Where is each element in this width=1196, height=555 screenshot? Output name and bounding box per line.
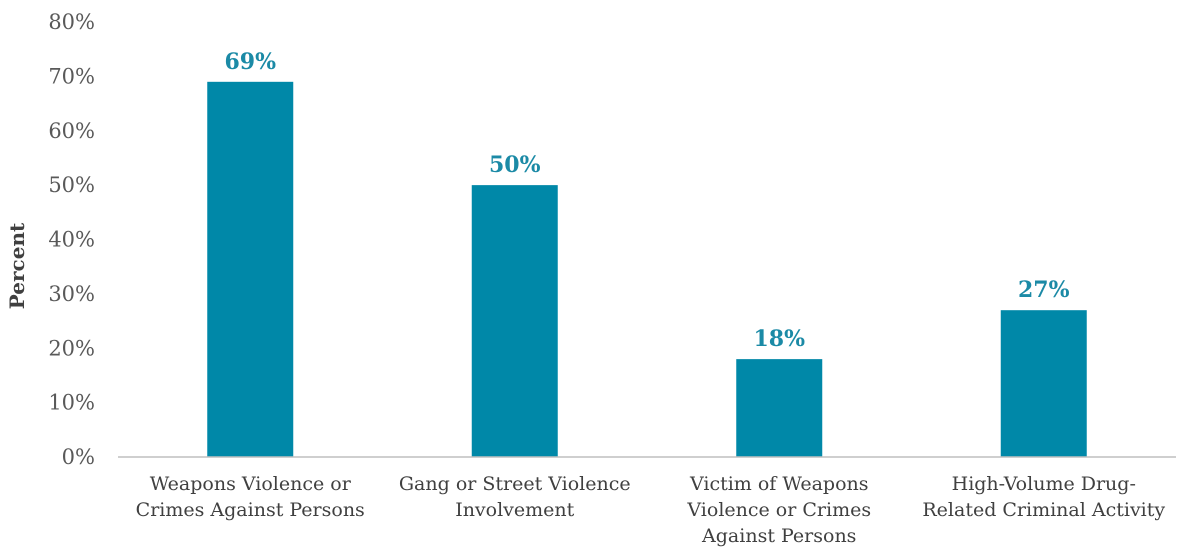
category-labels: Weapons Violence or Crimes Against Person…	[136, 473, 1166, 547]
data-label: 27%	[1018, 277, 1070, 303]
y-tick-label: 30%	[48, 282, 95, 306]
y-tick-label: 10%	[48, 391, 95, 415]
y-axis-title: Percent	[5, 222, 29, 309]
y-tick-label: 60%	[48, 119, 95, 143]
y-tick-label: 40%	[48, 228, 95, 252]
bar	[471, 185, 558, 457]
bar	[207, 81, 294, 457]
y-tick-label: 80%	[48, 10, 95, 34]
y-tick-label: 0%	[62, 445, 95, 469]
category-label: Victim of Weapons Violence or Crimes Again…	[686, 473, 871, 547]
data-label: 50%	[489, 152, 541, 178]
bar	[1000, 310, 1087, 457]
y-tick-label: 50%	[48, 173, 95, 197]
bar	[736, 359, 823, 457]
y-axis-ticks: 0% 10% 20% 30% 40% 50% 60% 70% 80%	[48, 10, 95, 469]
y-tick-label: 70%	[48, 64, 95, 88]
bars	[207, 81, 1087, 457]
data-label: 18%	[753, 326, 805, 352]
y-tick-label: 20%	[48, 336, 95, 360]
data-label: 69%	[224, 49, 276, 75]
data-labels: 69% 50% 18% 27%	[224, 49, 1069, 352]
category-label: High-Volume Drug-Related Criminal Activi…	[922, 473, 1165, 521]
category-label: Weapons Violence or Crimes Against Person…	[136, 473, 365, 521]
category-label: Gang or Street Violence Involvement	[399, 473, 631, 521]
